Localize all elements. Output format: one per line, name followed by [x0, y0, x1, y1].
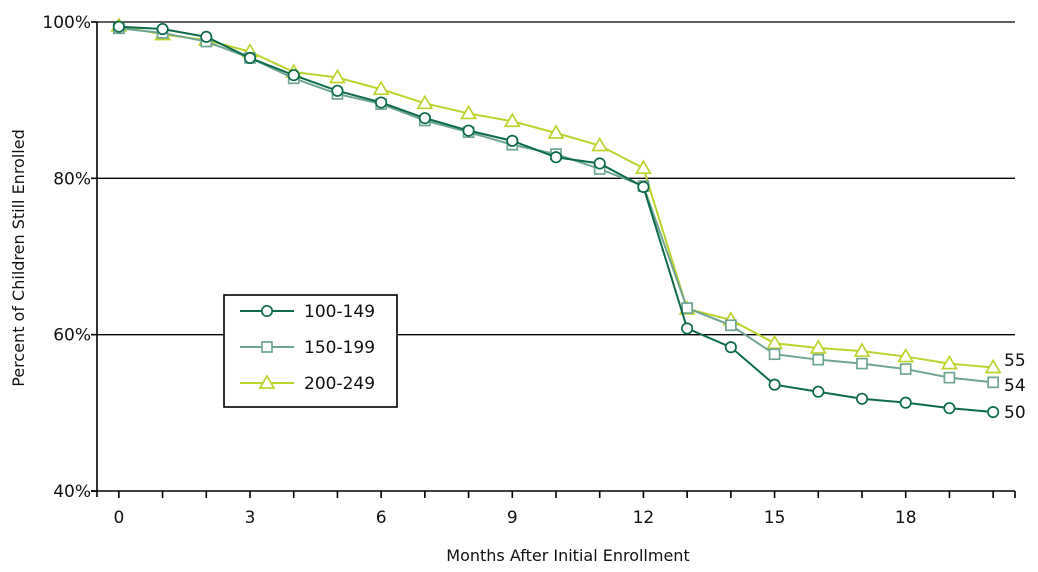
data-point-100-149-13 — [681, 322, 694, 335]
data-point-200-249-19 — [940, 354, 958, 370]
data-point-100-149-7 — [418, 112, 431, 125]
end-labels: 50 54 55 — [1004, 351, 1026, 423]
end-label-100-149: 50 — [1004, 403, 1026, 423]
data-point-100-149-16 — [812, 385, 825, 398]
data-point-200-249-7 — [416, 94, 434, 110]
x-tick-label-6: 6 — [376, 508, 387, 528]
data-point-100-149-0 — [112, 20, 125, 33]
x-axis-label: Months After Initial Enrollment — [446, 546, 689, 565]
data-point-200-249-15 — [766, 334, 784, 350]
x-tick-label-18: 18 — [895, 508, 917, 528]
legend-box — [223, 294, 398, 408]
data-point-100-149-5 — [331, 84, 344, 97]
data-point-150-199-18 — [899, 363, 912, 375]
series-100-149 — [112, 20, 1000, 419]
data-point-150-199-19 — [943, 371, 956, 384]
data-point-150-199-13 — [681, 302, 693, 314]
data-point-100-149-18 — [899, 396, 912, 409]
data-point-100-149-6 — [375, 96, 388, 109]
data-point-200-249-16 — [809, 339, 827, 354]
data-point-100-149-19 — [943, 402, 956, 415]
y-axis-label: Percent of Children Still Enrolled — [9, 129, 28, 386]
y-tick-label-60: 60% — [53, 326, 91, 346]
x-tick-label-15: 15 — [764, 508, 786, 528]
legend-label-150-199: 150-199 — [304, 338, 375, 358]
end-label-150-199: 54 — [1004, 376, 1026, 396]
legend: 100-149 150-199 200-249 — [223, 294, 398, 408]
data-point-200-249-10 — [547, 124, 565, 139]
x-tick-label-3: 3 — [245, 508, 256, 528]
legend-label-200-249: 200-249 — [304, 374, 375, 394]
data-point-100-149-14 — [724, 341, 737, 354]
axes — [91, 22, 1015, 497]
data-point-100-149-10 — [549, 151, 563, 164]
y-tick-label-80: 80% — [53, 169, 91, 189]
legend-label-100-149: 100-149 — [304, 302, 375, 322]
y-tick-label-40: 40% — [53, 482, 91, 502]
data-point-100-149-12 — [637, 180, 650, 193]
data-point-150-199-17 — [856, 357, 868, 370]
data-point-100-149-1 — [156, 22, 169, 36]
x-axis-ticks: 0 3 6 9 12 15 18 — [113, 491, 1016, 528]
data-point-200-249-9 — [503, 112, 521, 128]
data-point-150-199-15 — [768, 348, 781, 361]
data-point-100-149-17 — [855, 392, 869, 405]
data-point-150-199-16 — [812, 353, 825, 366]
data-point-100-149-20 — [987, 406, 1000, 419]
data-point-100-149-4 — [287, 69, 300, 82]
data-point-200-249-8 — [460, 104, 478, 120]
legend-marker-150-199 — [261, 341, 273, 353]
x-tick-label-12: 12 — [633, 508, 655, 528]
y-tick-label-100: 100% — [42, 13, 91, 33]
x-tick-label-9: 9 — [507, 508, 518, 528]
legend-marker-100-149 — [260, 304, 274, 318]
data-point-100-149-2 — [200, 30, 213, 43]
data-point-200-249-11 — [591, 136, 609, 152]
data-point-100-149-3 — [243, 51, 257, 65]
data-point-200-249-18 — [897, 347, 915, 363]
data-point-100-149-8 — [462, 124, 475, 137]
data-point-200-249-20 — [984, 358, 1002, 374]
series-group — [110, 17, 1002, 419]
data-point-200-249-6 — [372, 80, 390, 96]
gridlines — [97, 21, 1015, 336]
x-tick-label-0: 0 — [113, 508, 124, 528]
data-point-150-199-14 — [725, 319, 737, 332]
end-label-200-249: 55 — [1004, 351, 1026, 371]
data-point-200-249-12 — [634, 159, 652, 175]
data-point-100-149-9 — [506, 134, 519, 147]
legend-marker-200-249 — [258, 374, 276, 389]
data-point-200-249-17 — [853, 342, 871, 357]
y-axis-ticks: 40% 60% 80% 100% — [42, 13, 97, 502]
data-point-200-249-5 — [328, 68, 346, 84]
data-point-150-199-20 — [987, 376, 999, 389]
data-point-100-149-11 — [593, 157, 606, 170]
data-point-100-149-15 — [768, 378, 781, 391]
